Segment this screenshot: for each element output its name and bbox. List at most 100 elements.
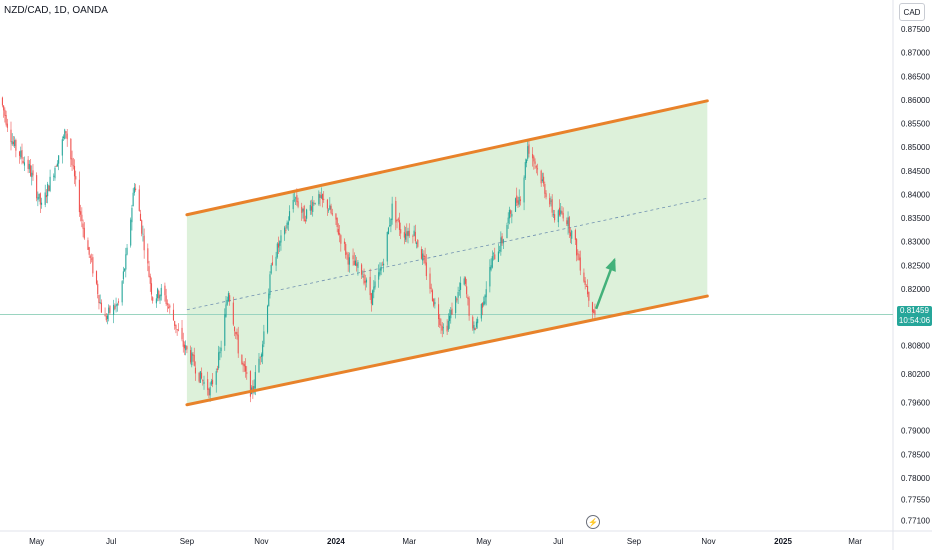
candle-321 [550,196,552,207]
candle-body [135,188,137,190]
candle-214 [365,277,368,288]
candle-body [329,205,331,210]
candle-body [92,257,94,274]
candle-296 [507,212,509,229]
candle-190 [326,198,328,216]
candle-body [416,242,418,244]
candle-305 [523,175,525,211]
candle-336 [576,237,578,262]
candle-body [528,144,530,154]
candle-body [561,211,563,214]
channel-midline [186,197,708,311]
candle-body [372,290,374,306]
candle-222 [380,262,382,276]
candle-81 [139,209,142,221]
candle-body [66,133,68,140]
candle-body [203,381,205,385]
candle-body [132,192,134,207]
candle-208 [356,256,358,272]
candle-9 [15,138,17,158]
candle-body [314,202,316,204]
candle-103 [176,329,178,336]
candle-body [430,287,432,289]
candle-body [201,372,203,379]
y-tick-label: 0.84500 [901,167,930,176]
candle-66 [114,303,116,311]
y-tick-label: 0.83500 [901,214,930,223]
candle-body [420,249,423,259]
candle-body [6,123,8,128]
candle-62 [106,313,109,325]
candle-body [578,254,580,261]
candle-172 [295,196,297,206]
candle-body [440,324,442,326]
candle-body [277,243,280,248]
y-tick-label: 0.79600 [901,398,930,407]
candle-101 [174,320,176,330]
candle-116 [199,371,201,383]
candle-body [286,222,288,229]
candle-232 [397,217,399,223]
candle-body [571,230,573,239]
candle-202 [346,251,348,260]
candle-body [159,295,161,301]
candle-body [433,299,435,306]
candle-body [510,210,512,214]
candle-body [266,305,269,333]
x-tick-label: Nov [701,537,715,546]
candle-153 [262,340,264,365]
candle-240 [412,234,414,244]
candle-body [148,266,150,277]
y-tick-label: 0.79000 [901,427,930,436]
candle-138 [236,328,238,340]
candle-body [468,298,470,316]
candle-body [71,158,73,166]
candle-body [511,213,513,217]
candle-288 [492,252,495,261]
candle-body [15,139,17,151]
candle-342 [585,284,587,287]
candle-body [147,248,149,264]
candle-36 [62,134,65,142]
candle-55 [95,270,98,286]
candle-164 [280,230,282,251]
candle-body [557,210,559,223]
candle-body [81,214,83,221]
candle-295 [506,222,508,239]
candle-body [22,160,24,163]
candle-84 [143,228,145,259]
candle-body [320,195,322,198]
candle-29 [49,169,51,193]
candle-119 [203,375,205,390]
candle-body [160,287,162,297]
candle-body [199,371,201,383]
candle-23 [39,192,41,213]
candle-333 [569,227,572,244]
candle-198 [339,225,341,243]
candle-80 [138,185,140,212]
candle-299 [511,210,513,224]
candle-3 [5,110,7,127]
candle-body [232,302,234,325]
candle-347 [594,303,596,318]
candle-body [192,354,194,356]
candle-345 [591,301,594,319]
candle-body [491,256,493,268]
candle-body [407,230,409,237]
lightning-icon[interactable]: ⚡ [586,515,600,529]
candle-body [158,290,160,299]
y-tick-label: 0.77550 [901,495,930,504]
candle-body [567,217,569,227]
candle-body [506,225,508,239]
candle-body [523,177,525,203]
candle-body [381,264,383,266]
candle-body [288,211,291,221]
currency-button[interactable]: CAD [899,3,925,21]
candle-body [490,265,492,270]
candle-199 [340,234,342,252]
candle-body [516,195,518,203]
candle-body [73,165,76,177]
candle-body [425,262,427,277]
candle-body [242,363,244,366]
